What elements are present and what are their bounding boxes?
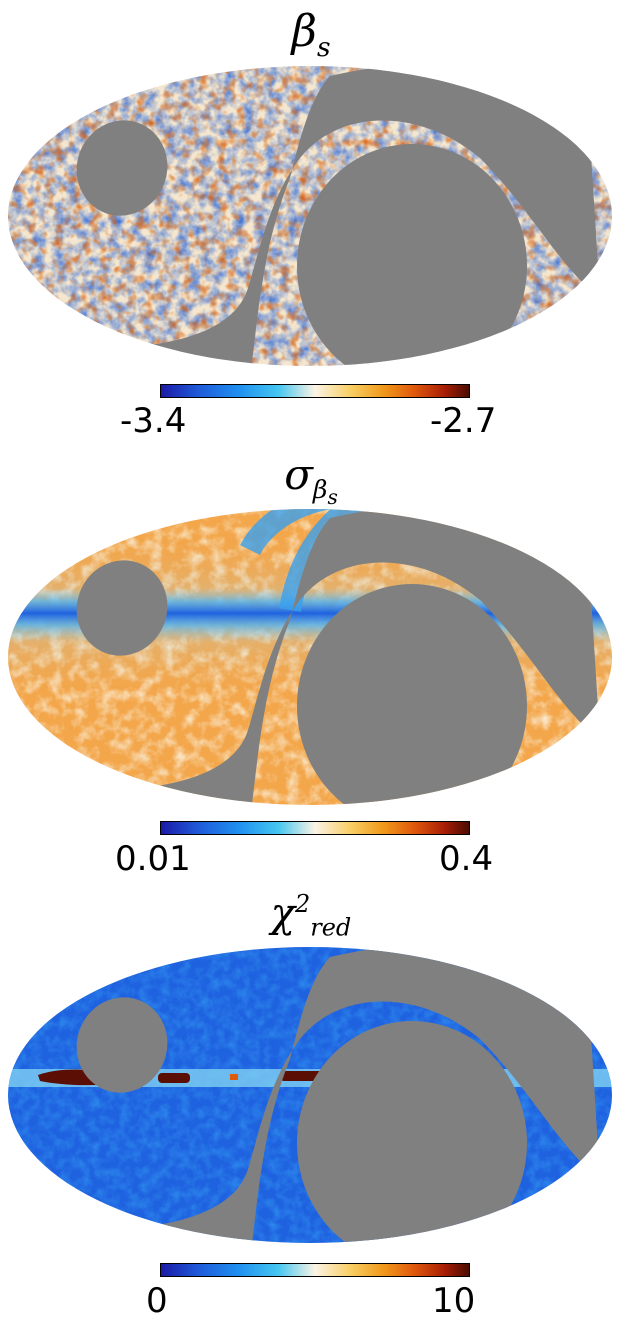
colorbar-min-label: 0.01 <box>115 839 191 879</box>
beta-s-mollweide-map <box>8 66 612 366</box>
mask-large-cap <box>297 144 527 366</box>
mask-large-cap <box>297 584 527 805</box>
colorbar-max-label: 0.4 <box>439 839 494 879</box>
colorbar-max-label: 10 <box>432 1281 476 1321</box>
colorbar-min-label: -3.4 <box>120 401 187 441</box>
colorbar-max-label: -2.7 <box>430 401 497 441</box>
beta-s-panel: βs <box>0 0 622 440</box>
sigma-beta-s-colorbar <box>160 821 470 835</box>
title-subscript: β <box>312 475 328 505</box>
chi2-red-mollweide-map <box>8 947 612 1243</box>
title-symbol: χ <box>270 890 295 937</box>
mask-small-cap <box>76 560 168 656</box>
title-sub-subscript: s <box>327 485 338 510</box>
sigma-beta-s-panel: σβs <box>0 440 622 882</box>
chi2-red-panel: χ2red <box>0 882 622 1324</box>
sigma-beta-s-title: σβs <box>0 450 622 509</box>
beta-s-title: βs <box>0 6 622 63</box>
title-symbol: β <box>291 6 317 57</box>
beta-s-colorbar <box>160 384 470 398</box>
title-symbol: σ <box>284 450 313 499</box>
title-superscript: 2 <box>294 890 311 918</box>
chi2-red-title: χ2red <box>0 890 622 941</box>
hotspot-west-mid <box>158 1073 190 1083</box>
sigma-beta-s-mollweide-map <box>8 509 612 805</box>
title-subscript: s <box>316 31 331 63</box>
colorbar-min-label: 0 <box>146 1281 168 1321</box>
mask-small-cap <box>76 997 168 1093</box>
mask-small-cap <box>76 120 168 216</box>
hotspot-small <box>230 1074 238 1080</box>
title-subscript: red <box>310 913 352 942</box>
mask-large-cap <box>297 1021 527 1243</box>
chi2-red-colorbar <box>160 1263 470 1277</box>
blue-arc <box>240 509 385 613</box>
